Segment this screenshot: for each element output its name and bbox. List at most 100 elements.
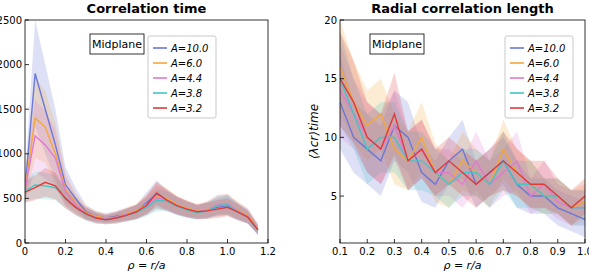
legend-label: A=10.0 (527, 43, 566, 54)
y-tick-label: 0 (16, 238, 22, 249)
plot-frame (340, 20, 585, 243)
x-tick (340, 239, 341, 243)
chart: Correlation time00.20.40.60.81.01.205001… (0, 1, 276, 272)
x-tick (227, 239, 228, 243)
legend-label: A=10.0 (170, 43, 209, 54)
x-axis-label: ρ = r/a (127, 259, 165, 272)
x-tick-label: 0.8 (523, 246, 539, 257)
x-tick (146, 239, 147, 243)
error-band (25, 100, 258, 235)
legend-label: A=3.8 (527, 88, 559, 99)
series-line (25, 74, 258, 230)
annotation-box (370, 34, 424, 54)
y-tick (25, 243, 29, 244)
y-tick-label: 2000 (0, 59, 22, 70)
chart: Radial correlation length 0.1 0.2 0.3 0.4 0.5… (307, 1, 589, 272)
x-tick-label: 0.3 (386, 246, 402, 257)
annotation-box (90, 34, 144, 54)
x-tick-label: 0.4 (414, 246, 430, 257)
y-tick (25, 64, 29, 65)
x-tick-label: 1.0 (220, 246, 236, 257)
x-tick-label: 1.0 (577, 246, 589, 257)
series-line (25, 182, 258, 229)
error-band (25, 78, 258, 234)
legend-label: A=3.2 (170, 103, 202, 114)
y-tick-label: 5 (331, 191, 337, 202)
title: Correlation time (87, 1, 207, 16)
x-tick (476, 239, 477, 243)
x-tick (530, 239, 531, 243)
x-tick-label: 0.8 (179, 246, 195, 257)
x-tick (25, 239, 26, 243)
legend-label: A=6.0 (170, 58, 202, 69)
x-tick-label: 0.7 (495, 246, 511, 257)
y-tick-label: 10 (324, 132, 337, 143)
annotation: Midplane (92, 38, 142, 51)
y-axis-label: ⟨λcr⟩time (307, 104, 321, 159)
x-tick (394, 239, 395, 243)
x-tick-label: 0.6 (139, 246, 155, 257)
series-line (340, 79, 585, 208)
series-line (340, 90, 585, 207)
legend-swatch (510, 47, 524, 49)
x-tick (367, 239, 368, 243)
error-band (340, 32, 585, 226)
y-tick (340, 78, 344, 79)
x-axis-label: ρ = r/a (443, 259, 481, 272)
x-tick-label: 0.4 (98, 246, 114, 257)
plot-area (25, 20, 258, 235)
legend-swatch (510, 62, 524, 64)
title: Radial correlation length (371, 1, 554, 16)
legend-box (505, 36, 573, 118)
legend-label: A=4.4 (170, 73, 202, 84)
x-tick-label: 0.5 (441, 246, 457, 257)
legend-swatch (153, 107, 167, 109)
x-tick-label: 0.2 (359, 246, 375, 257)
legend-label: A=3.8 (170, 88, 202, 99)
x-tick (187, 239, 188, 243)
legend-box (148, 36, 216, 118)
y-tick-label: 500 (3, 193, 22, 204)
legend-label: A=6.0 (527, 58, 559, 69)
legend-swatch (153, 47, 167, 49)
x-tick (106, 239, 107, 243)
y-tick-label: 1000 (0, 148, 22, 159)
error-band (25, 20, 258, 235)
y-tick (25, 153, 29, 154)
legend-swatch (153, 92, 167, 94)
y-tick-label: 1500 (0, 104, 22, 115)
y-tick-label: 2500 (0, 15, 22, 26)
series-line (340, 67, 585, 208)
y-tick (25, 109, 29, 110)
y-tick-label: 15 (324, 73, 337, 84)
plot-frame (25, 20, 268, 243)
plot-area (340, 20, 585, 237)
y-tick (25, 198, 29, 199)
legend-swatch (153, 62, 167, 64)
legend-label: A=3.2 (527, 103, 559, 114)
error-band (25, 168, 258, 234)
x-tick (65, 239, 66, 243)
y-tick (25, 20, 29, 21)
legend-swatch (510, 77, 524, 79)
x-tick (585, 239, 586, 243)
x-tick-label: 0.9 (550, 246, 566, 257)
error-band (340, 32, 585, 226)
error-band (340, 20, 585, 225)
legend-swatch (510, 107, 524, 109)
x-tick (448, 239, 449, 243)
y-tick (340, 196, 344, 197)
series-line (25, 136, 258, 230)
y-tick (340, 137, 344, 138)
legend-swatch (153, 77, 167, 79)
x-tick-label: 1.2 (260, 246, 276, 257)
y-tick (340, 20, 344, 21)
y-tick-label: 20 (324, 15, 337, 26)
x-tick (503, 239, 504, 243)
x-tick (421, 239, 422, 243)
x-tick (268, 239, 269, 243)
figure: Correlation time 0 0.2 0.4 0.6 0.8 1.0 1.2 0 500 1… (0, 0, 589, 274)
x-tick-label: 0.1 (332, 246, 348, 257)
series-line (25, 118, 258, 229)
x-tick-label: 0 (22, 246, 28, 257)
